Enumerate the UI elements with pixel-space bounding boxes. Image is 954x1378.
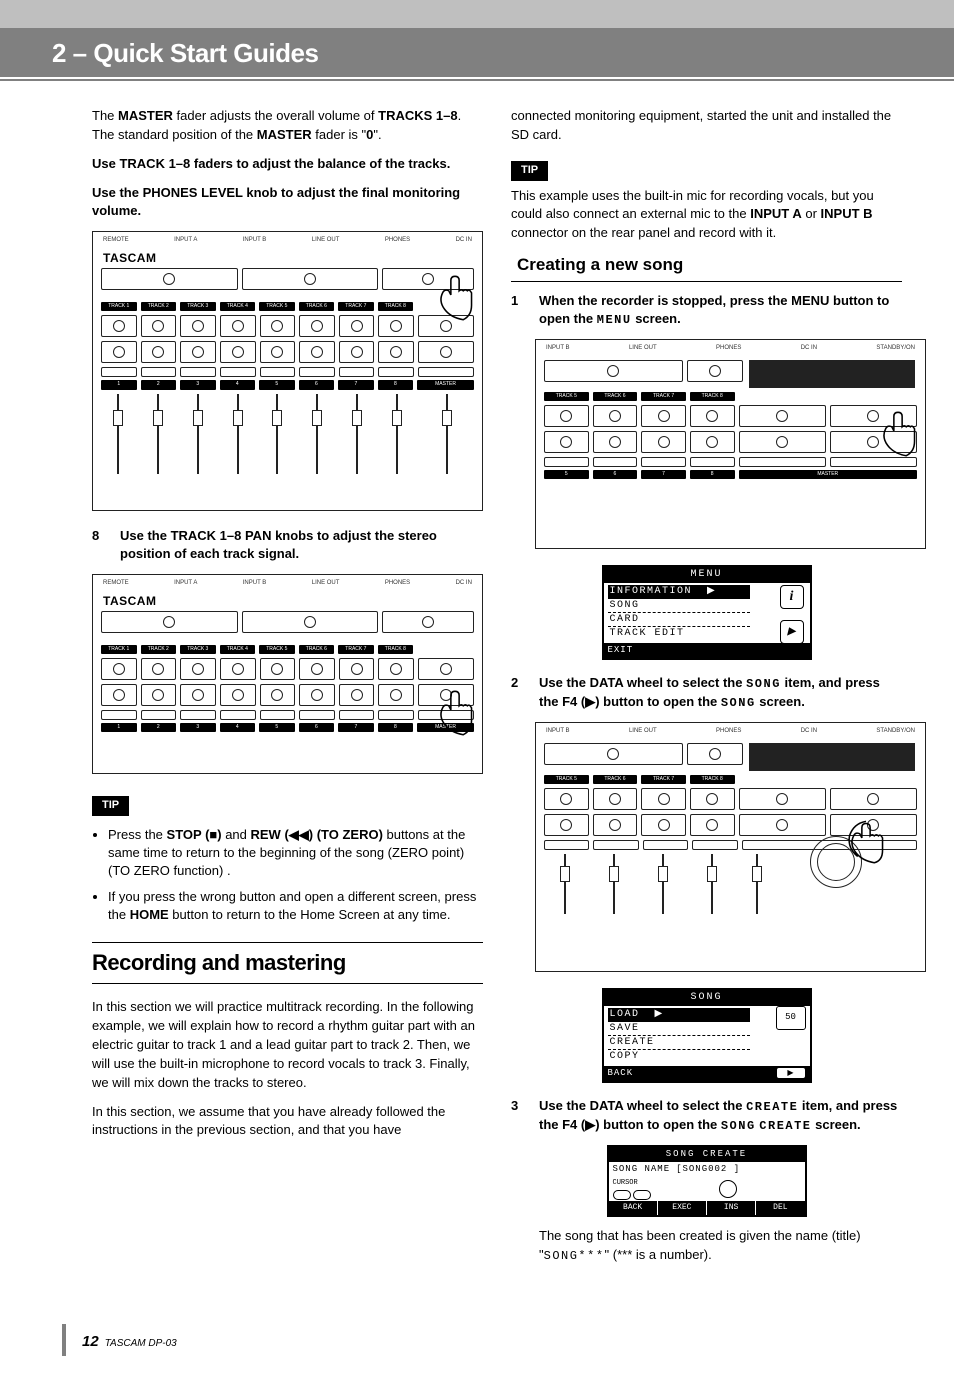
info-icon: i bbox=[780, 585, 804, 609]
page-footer: 12 TASCAM DP-03 bbox=[82, 1333, 177, 1350]
hand-rotate-icon bbox=[835, 809, 897, 871]
recording-p2: In this section, we assume that you have… bbox=[92, 1103, 483, 1141]
creating-song-heading: Creating a new song bbox=[511, 253, 902, 282]
lcd-menu-screen: MENU INFORMATION ▶ SONG CARD TRACK EDIT … bbox=[602, 565, 812, 661]
tip-body: This example uses the built-in mic for r… bbox=[511, 187, 902, 244]
fader bbox=[340, 394, 374, 474]
use-phones-bold: Use the PHONES LEVEL knob to adjust the … bbox=[92, 184, 483, 222]
right-column: connected monitoring equipment, started … bbox=[511, 107, 902, 1275]
master-fader-para: The MASTER fader adjusts the overall vol… bbox=[92, 107, 483, 145]
data-wheel-mini bbox=[655, 1180, 801, 1198]
model-label: TASCAM DP-03 bbox=[105, 1338, 177, 1349]
fader bbox=[300, 394, 334, 474]
continued-p: connected monitoring equipment, started … bbox=[511, 107, 902, 145]
tip-list: Press the STOP (■) and REW (◀◀) (TO ZERO… bbox=[92, 826, 483, 925]
step-2: 2 Use the DATA wheel to select the SONG … bbox=[511, 674, 902, 712]
tip-item: If you press the wrong button and open a… bbox=[108, 888, 483, 924]
recording-heading: Recording and mastering bbox=[92, 942, 483, 984]
song-count-icon: 50 bbox=[776, 1006, 806, 1030]
port-strip: REMOTE INPUT A INPUT B LINE OUT PHONES D… bbox=[103, 579, 472, 591]
master-fader bbox=[420, 394, 474, 474]
brand-label: TASCAM bbox=[103, 250, 156, 267]
fader bbox=[141, 394, 175, 474]
page-number: 12 bbox=[82, 1333, 99, 1350]
fader bbox=[260, 394, 294, 474]
play-icon: ▶ bbox=[776, 1067, 806, 1079]
track-labels-row: TRACK 1 TRACK 2 TRACK 3 TRACK 4 TRACK 5 … bbox=[101, 302, 474, 311]
page-accent-bar bbox=[62, 1324, 66, 1356]
mixer-diagram-upper: REMOTE INPUT A INPUT B LINE OUT PHONES D… bbox=[92, 574, 483, 774]
input-b-block bbox=[242, 268, 379, 290]
fader-row bbox=[101, 394, 474, 474]
fader bbox=[380, 394, 414, 474]
step-8: 8 Use the TRACK 1–8 PAN knobs to adjust … bbox=[92, 527, 483, 563]
song-created-note: The song that has been created is given … bbox=[539, 1227, 902, 1265]
tip-tag: TIP bbox=[511, 161, 548, 181]
chapter-title: 2 – Quick Start Guides bbox=[52, 38, 940, 69]
lcd-song-screen: SONG LOAD ▶ SAVE CREATE COPY BACK 50 ▶ bbox=[602, 988, 812, 1084]
lcd-area bbox=[749, 360, 915, 388]
hand-pointer-icon bbox=[424, 266, 483, 328]
hand-pointer-icon bbox=[867, 402, 926, 464]
hand-pointer-icon bbox=[424, 681, 483, 743]
lcd-line-selected: LOAD ▶ bbox=[608, 1008, 750, 1022]
tip-tag: TIP bbox=[92, 796, 129, 816]
right-mixer-diagram-2: INPUT B LINE OUT PHONES DC IN STANDBY/ON… bbox=[535, 722, 926, 972]
port-strip: REMOTE INPUT A INPUT B LINE OUT PHONES D… bbox=[103, 236, 472, 248]
cursor-left-btn bbox=[613, 1190, 631, 1200]
right-mixer-diagram-1: INPUT B LINE OUT PHONES DC IN STANDBY/ON… bbox=[535, 339, 926, 549]
use-faders-bold: Use TRACK 1–8 faders to adjust the balan… bbox=[92, 155, 483, 174]
tip-item: Press the STOP (■) and REW (◀◀) (TO ZERO… bbox=[108, 826, 483, 881]
fader bbox=[101, 394, 135, 474]
play-icon: ▶ bbox=[780, 620, 804, 644]
step-3: 3 Use the DATA wheel to select the CREAT… bbox=[511, 1097, 902, 1135]
mixer-diagram-full: REMOTE INPUT A INPUT B LINE OUT PHONES D… bbox=[92, 231, 483, 511]
cursor-right-btn bbox=[633, 1190, 651, 1200]
step-1: 1 When the recorder is stopped, press th… bbox=[511, 292, 902, 329]
chapter-banner: 2 – Quick Start Guides bbox=[0, 28, 954, 83]
input-a-block bbox=[101, 268, 238, 290]
left-column: The MASTER fader adjusts the overall vol… bbox=[92, 107, 483, 1275]
fader bbox=[221, 394, 255, 474]
fader bbox=[181, 394, 215, 474]
lcd-line-selected: INFORMATION ▶ bbox=[608, 585, 750, 599]
song-create-screen: SONG CREATE SONG NAME [SONG002 ] CURSOR bbox=[607, 1145, 807, 1217]
brand-label: TASCAM bbox=[103, 593, 156, 610]
recording-p1: In this section we will practice multitr… bbox=[92, 998, 483, 1092]
